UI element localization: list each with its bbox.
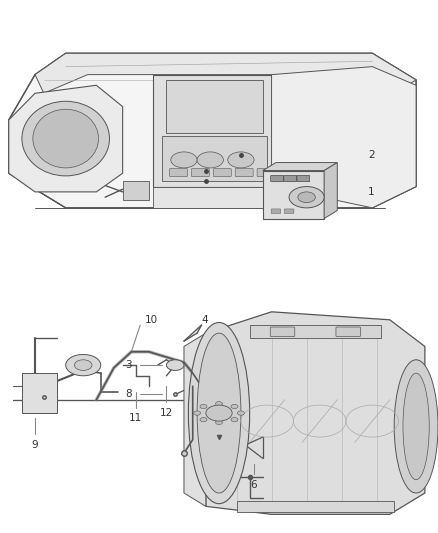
Polygon shape — [153, 187, 272, 208]
Circle shape — [74, 360, 92, 370]
Circle shape — [237, 411, 244, 415]
Text: 2: 2 — [368, 150, 374, 159]
FancyBboxPatch shape — [235, 168, 253, 177]
Text: 12: 12 — [160, 408, 173, 418]
Polygon shape — [9, 85, 123, 192]
FancyBboxPatch shape — [284, 175, 297, 182]
Text: 7: 7 — [194, 464, 201, 474]
Circle shape — [194, 411, 201, 415]
Text: 5: 5 — [215, 480, 223, 490]
Polygon shape — [263, 171, 324, 219]
Circle shape — [289, 187, 324, 208]
Polygon shape — [250, 325, 381, 338]
Circle shape — [215, 420, 223, 424]
FancyBboxPatch shape — [336, 327, 360, 337]
Ellipse shape — [33, 109, 99, 168]
Text: 10: 10 — [145, 315, 158, 325]
Circle shape — [215, 402, 223, 406]
FancyBboxPatch shape — [257, 168, 275, 177]
Polygon shape — [162, 136, 267, 181]
Polygon shape — [237, 501, 394, 512]
Text: 8: 8 — [125, 390, 131, 399]
Polygon shape — [9, 53, 416, 208]
Ellipse shape — [188, 322, 250, 504]
FancyBboxPatch shape — [271, 175, 283, 182]
FancyBboxPatch shape — [271, 209, 281, 213]
Text: 9: 9 — [32, 440, 39, 450]
Text: 6: 6 — [251, 480, 258, 490]
Text: 11: 11 — [129, 414, 142, 423]
Circle shape — [231, 405, 238, 409]
Polygon shape — [35, 53, 416, 93]
FancyBboxPatch shape — [297, 175, 310, 182]
Circle shape — [200, 405, 207, 409]
Polygon shape — [324, 163, 337, 219]
Circle shape — [197, 152, 223, 168]
Text: 1: 1 — [368, 187, 374, 197]
Ellipse shape — [403, 373, 429, 480]
Polygon shape — [184, 333, 206, 506]
FancyBboxPatch shape — [170, 168, 187, 177]
Polygon shape — [206, 312, 425, 514]
Ellipse shape — [394, 360, 438, 493]
Circle shape — [298, 192, 315, 203]
Text: 4: 4 — [201, 315, 208, 325]
Polygon shape — [153, 75, 272, 187]
Polygon shape — [123, 181, 149, 200]
Circle shape — [231, 417, 238, 422]
Circle shape — [171, 152, 197, 168]
Polygon shape — [22, 373, 57, 413]
FancyBboxPatch shape — [284, 209, 294, 213]
Ellipse shape — [197, 333, 241, 493]
FancyBboxPatch shape — [270, 327, 295, 337]
Polygon shape — [272, 67, 416, 208]
Circle shape — [228, 152, 254, 168]
FancyBboxPatch shape — [213, 168, 231, 177]
Ellipse shape — [22, 101, 110, 176]
Circle shape — [200, 417, 207, 422]
Circle shape — [166, 360, 184, 370]
Circle shape — [66, 354, 101, 376]
Polygon shape — [166, 80, 263, 133]
Circle shape — [206, 405, 232, 421]
Text: 3: 3 — [125, 360, 131, 370]
Polygon shape — [263, 163, 337, 171]
FancyBboxPatch shape — [191, 168, 209, 177]
